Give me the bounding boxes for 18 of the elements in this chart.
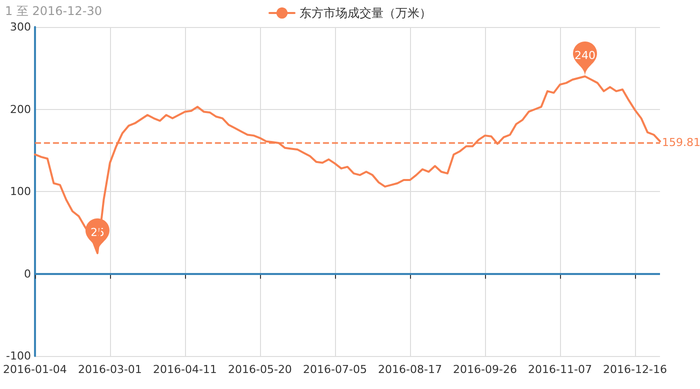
legend-label: 东方市场成交量（万米）: [300, 6, 432, 20]
x-tick-label: 2016-04-11: [153, 363, 217, 376]
x-tick-label: 2016-08-17: [378, 363, 442, 376]
x-tick-label: 2016-05-20: [228, 363, 292, 376]
ref-line-label: 159.81: [662, 136, 700, 149]
x-tick-label: 2016-09-26: [453, 363, 517, 376]
annotation: 240: [574, 48, 596, 62]
y-tick-label: -100: [6, 350, 31, 362]
x-tick-label: 2016-03-01: [78, 363, 142, 376]
x-tick-label: 2016-07-05: [303, 363, 367, 376]
y-tick-label: 0: [24, 267, 31, 280]
x-tick-label: 2016-01-04: [2, 363, 67, 376]
y-tick-label: 300: [10, 20, 31, 34]
x-tick-label: 2016-11-07: [528, 363, 592, 376]
y-tick-label: 200: [10, 102, 31, 116]
y-tick-label: 100: [10, 185, 31, 198]
chart-title: 1 至 2016-12-30: [5, 4, 102, 18]
x-tick-label: 2016-12-16: [603, 363, 667, 376]
